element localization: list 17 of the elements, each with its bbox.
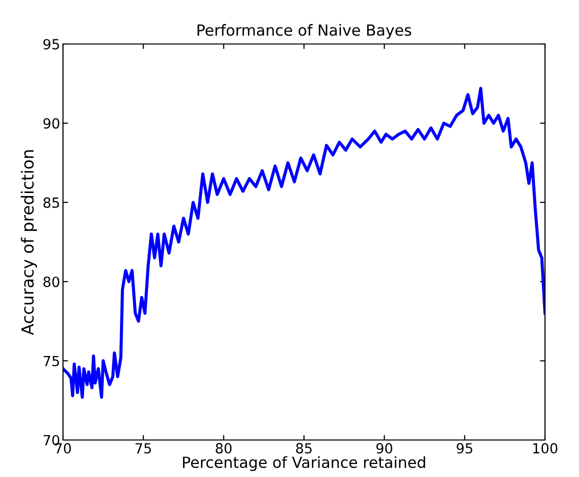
x-tick-label: 100 — [533, 443, 558, 454]
x-tick-label: 70 — [55, 443, 71, 454]
y-tick-label: 85 — [43, 197, 60, 208]
x-tick-label: 75 — [136, 443, 151, 454]
x-tick-label: 85 — [296, 443, 312, 454]
y-tick-label: 90 — [43, 118, 60, 129]
x-axis-title: Percentage of Variance retained — [183, 456, 426, 472]
chart-title: Performance of Naive Bayes — [198, 24, 412, 39]
x-tick-label: 80 — [216, 443, 232, 454]
x-tick-label: 90 — [376, 443, 392, 454]
y-tick-label: 70 — [44, 434, 60, 446]
line-series — [63, 86, 545, 399]
x-tick-label: 95 — [456, 443, 472, 454]
y-tick-label: 80 — [43, 276, 60, 288]
y-axis-title: Accuracy of prediction — [20, 150, 37, 336]
y-tick-label: 95 — [43, 38, 60, 50]
y-tick-label: 75 — [44, 356, 60, 366]
